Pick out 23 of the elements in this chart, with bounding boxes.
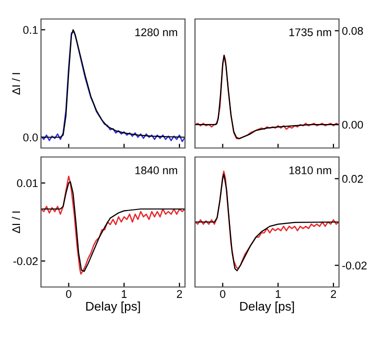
x-tick-label: 1: [122, 290, 127, 298]
y-axis-title: ΔI / I: [12, 73, 20, 95]
y-tick-label: -0.02: [342, 262, 367, 270]
x-axis-title: Delay [ps]: [86, 302, 140, 314]
y-tick-label: 0.0: [23, 134, 38, 142]
x-tick-label: 0: [220, 290, 226, 298]
y-tick-label: 0.00: [342, 120, 363, 129]
x-tick-label: 0: [66, 290, 72, 298]
line-series: [195, 54, 339, 140]
y-tick-label: 0.08: [342, 26, 363, 35]
x-tick-label: 1: [276, 290, 281, 298]
y-tick-label: 0.01: [17, 179, 38, 188]
y-tick-label: -0.02: [13, 257, 38, 266]
x-tick-label: 2: [176, 290, 182, 298]
annotation: 1840 nm: [135, 166, 178, 174]
annotation: 1280 nm: [135, 28, 178, 36]
x-axis-title: Delay [ps]: [240, 302, 294, 314]
y-tick-label: 0.02: [342, 174, 363, 183]
annotation: 1810 nm: [289, 166, 332, 174]
y-tick-label: 0.1: [23, 26, 38, 34]
y-axis-title: ΔI / I: [12, 212, 20, 234]
annotation: 1735 nm: [289, 28, 332, 36]
x-tick-label: 2: [330, 290, 336, 298]
